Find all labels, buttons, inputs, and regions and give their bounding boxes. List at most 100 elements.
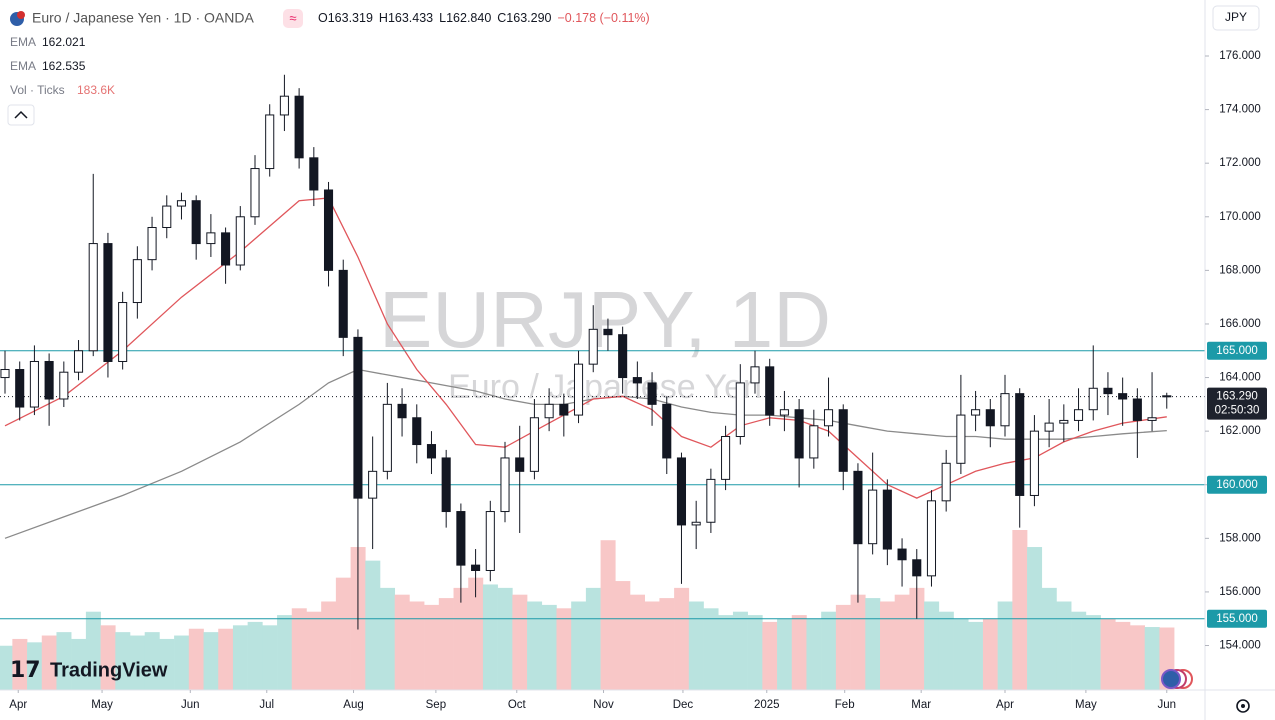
level-label: 155.000 (1216, 613, 1258, 625)
candle-body (426, 444, 437, 459)
volume-bar (615, 581, 631, 690)
y-tick-label: 158.000 (1219, 532, 1261, 544)
y-tick-label: 170.000 (1219, 211, 1261, 223)
volume-bar (335, 577, 351, 690)
candle-body (632, 377, 642, 384)
ohlc-value: C163.290 (497, 11, 551, 25)
volume-bar (1012, 530, 1028, 690)
volume-bar (468, 577, 484, 690)
x-tick-label: Aug (343, 699, 363, 711)
settings-icon[interactable] (1236, 699, 1250, 713)
collapse-button[interactable] (7, 104, 35, 126)
volume-bar (997, 601, 1013, 690)
volume-bar (909, 587, 925, 690)
volume-bar (762, 621, 778, 690)
candle-body (765, 366, 775, 416)
candle-body (1059, 419, 1069, 424)
candle-body (176, 200, 187, 207)
candle-body (88, 243, 98, 352)
volume-bar (497, 587, 513, 690)
x-tick-label: Nov (593, 699, 614, 711)
candle-body (809, 425, 819, 459)
x-tick-label: Apr (9, 699, 27, 711)
y-tick-label: 174.000 (1219, 104, 1261, 116)
volume-bar (56, 632, 72, 690)
x-tick-label: 2025 (754, 699, 780, 711)
candle-body (603, 328, 613, 336)
candle-body (235, 216, 245, 266)
x-tick-label: Jun (1157, 699, 1176, 711)
candle-body (1162, 395, 1172, 398)
candle-body (368, 470, 378, 499)
candle-body (941, 462, 951, 502)
candle-body (544, 403, 554, 419)
volume-bar (12, 638, 28, 690)
candle-body (912, 559, 922, 577)
volume-bar (85, 611, 101, 690)
level-tag (1207, 609, 1267, 628)
symbol-icon-flag (17, 11, 25, 19)
symbol-title[interactable]: Euro / Japanese Yen · 1D · OANDA (32, 10, 254, 26)
watermark-subtitle: Euro / Japanese Yen (448, 368, 762, 406)
candle-body (309, 157, 319, 191)
volume-bar (365, 560, 381, 690)
volume-bar (1085, 615, 1101, 690)
flag-icon[interactable] (1161, 669, 1181, 689)
candle-body (441, 457, 451, 513)
volume-bar (791, 615, 807, 690)
brand-logo: 𝟭𝟳 (10, 657, 41, 682)
volume-bar (1144, 627, 1160, 690)
last-price-tag (1207, 387, 1267, 420)
indicator-value: 162.535 (42, 59, 86, 73)
candle-body (956, 414, 966, 464)
candle-body (1000, 393, 1010, 427)
ohlc-value: L162.840 (439, 11, 491, 25)
x-tick-label: May (91, 699, 113, 711)
volume-bar (806, 618, 822, 690)
volume-bar (27, 642, 43, 690)
candle-body (823, 409, 834, 427)
candle-body (485, 511, 495, 571)
y-tick-label: 154.000 (1219, 640, 1261, 652)
settings-icon-center (1241, 704, 1245, 708)
volume-bar (1056, 601, 1072, 690)
countdown: 02:50:30 (1215, 405, 1260, 417)
candle-body (735, 382, 745, 438)
price-change: −0.178 (−0.11%) (558, 11, 650, 25)
volume-bar (424, 604, 440, 690)
last-price-label: 163.290 (1216, 391, 1258, 403)
candle-body (250, 168, 260, 218)
candle-body (221, 232, 231, 266)
candle-body (59, 371, 69, 400)
candle-body (706, 478, 716, 523)
candle-body (412, 417, 422, 446)
volume-bar (100, 625, 116, 690)
candle-body (573, 363, 584, 416)
candle-body (132, 259, 142, 304)
candle-body (897, 548, 907, 561)
volume-bar (218, 628, 234, 690)
candle-body (118, 302, 128, 362)
brand[interactable]: TradingView (50, 659, 168, 681)
volume-bar (130, 635, 146, 690)
volume-bar (541, 604, 557, 690)
currency-button[interactable] (1212, 5, 1260, 31)
y-tick-label: 168.000 (1219, 264, 1261, 276)
volume-bar (438, 598, 454, 690)
candle-body (279, 95, 289, 116)
volume-bar (527, 601, 543, 690)
volume-bar (453, 587, 469, 690)
candle-body (1044, 422, 1054, 432)
candle-body (323, 189, 334, 271)
ohlc-values: O163.319 H163.433 L162.840 C163.290 −0.178 (… (318, 11, 650, 25)
compare-button[interactable] (283, 9, 303, 28)
indicator-name: EMA (10, 59, 36, 73)
candle-body (721, 436, 731, 480)
y-tick-label: 172.000 (1219, 157, 1261, 169)
volume-bar (203, 632, 219, 690)
volume-bar (982, 618, 998, 690)
indicator-value: 162.021 (42, 35, 86, 49)
volume-bar (600, 540, 616, 690)
candle-body (1132, 398, 1142, 421)
